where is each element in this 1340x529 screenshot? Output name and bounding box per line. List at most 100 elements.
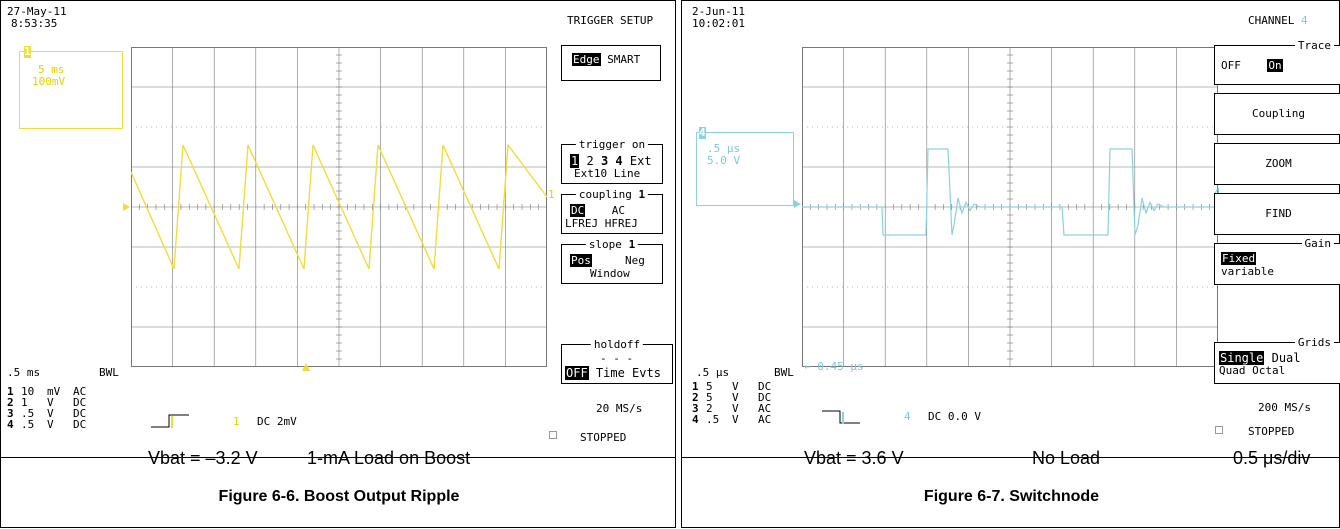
left-trig-src-ext[interactable]: Ext	[629, 154, 652, 168]
right-gain-title: Gain	[1301, 237, 1334, 250]
right-graticule-svg	[802, 47, 1218, 367]
left-note-vbat: Vbat = –3.2 V	[148, 448, 258, 468]
right-time: 10:02:01	[692, 17, 745, 30]
right-channel-4-v: .5	[706, 413, 720, 426]
left-slope-window[interactable]: Window	[590, 267, 630, 280]
right-note-scale: 0.5 μs/div	[1233, 448, 1311, 468]
right-note-vbat: Vbat = 3.6 V	[804, 448, 904, 468]
left-channel-4-n: 4	[7, 418, 14, 431]
right-trace-label: 4	[1214, 187, 1221, 199]
left-smart-option[interactable]: SMART	[607, 53, 641, 66]
left-channel-3-n: 3	[7, 407, 14, 420]
left-status-box-icon	[549, 431, 557, 439]
left-holdoff-dashes: - - -	[600, 352, 634, 365]
right-channel-3-u: V	[732, 402, 739, 415]
left-holdoff-title: holdoff	[590, 338, 644, 351]
right-channel-2-c: DC	[758, 391, 772, 404]
left-date: 27-May-11	[7, 5, 67, 18]
left-trig-src-line2[interactable]: Ext10 Line	[574, 167, 641, 180]
right-grids-dual[interactable]: Dual	[1271, 351, 1301, 365]
right-trace-on[interactable]: On	[1267, 59, 1283, 72]
left-edge-smart-button[interactable]: Edge SMART	[561, 45, 661, 81]
left-zoom-volts: 100mV	[32, 75, 66, 88]
left-channel-4-u: V	[47, 418, 54, 431]
left-trig-channel: 1	[233, 415, 240, 428]
right-date: 2-Jun-11	[692, 5, 745, 18]
right-channel-3-n: 3	[692, 402, 699, 415]
right-coupling-button[interactable]: Coupling	[1214, 93, 1340, 135]
left-edge-option[interactable]: Edge	[572, 53, 601, 66]
left-coupling-ac[interactable]: AC	[611, 204, 625, 217]
right-coupling-label[interactable]: Coupling	[1252, 107, 1305, 120]
left-trig-src-2[interactable]: 2	[586, 154, 594, 168]
left-channel-2-c: DC	[73, 396, 87, 409]
right-find-button[interactable]: FIND	[1214, 193, 1340, 235]
left-timebase: .5 ms	[7, 366, 41, 379]
left-menu-header: TRIGGER SETUP	[567, 14, 654, 27]
right-gain-variable[interactable]: variable	[1221, 265, 1274, 278]
right-trace-off[interactable]: OFF	[1221, 59, 1241, 72]
left-channel-2-n: 2	[7, 396, 14, 409]
right-figure-caption: Figure 6-7. Switchnode	[923, 488, 1100, 505]
left-holdoff-time[interactable]: Time Evts	[595, 366, 661, 380]
right-find-label[interactable]: FIND	[1265, 207, 1292, 220]
left-coupling-dc[interactable]: DC	[570, 204, 586, 217]
right-grids-title: Grids	[1294, 336, 1334, 349]
left-slope-neg[interactable]: Neg	[625, 254, 645, 267]
left-bwl: BWL	[99, 366, 119, 379]
left-holdoff-menu[interactable]: holdoff - - - OFF Time Evts	[561, 338, 673, 384]
right-grids-single[interactable]: Single	[1219, 351, 1265, 365]
left-slope-menu[interactable]: slope 1 Pos Neg Window	[561, 238, 663, 284]
left-trig-src-3[interactable]: 3	[600, 154, 609, 168]
right-arrow-label: ← 0.45 μs	[804, 360, 864, 373]
right-sample-rate: 200 MS/s	[1258, 401, 1311, 414]
right-channel-2-v: 5	[706, 391, 713, 404]
right-zoom-time: .5 μs	[707, 142, 741, 155]
left-trigger-on-menu[interactable]: trigger on 1 2 3 4 Ext Ext10 Line	[561, 138, 663, 184]
left-trig-src-4[interactable]: 4	[615, 154, 623, 168]
left-holdoff-off[interactable]: OFF	[565, 366, 589, 380]
right-channel-1-v: 5	[706, 380, 713, 393]
left-channel-4-c: DC	[73, 418, 87, 431]
left-channel-1-n: 1	[7, 385, 14, 398]
right-channel-1-c: DC	[758, 380, 772, 393]
right-zoom-button[interactable]: ZOOM	[1214, 143, 1340, 185]
right-timebase: .5 μs	[696, 366, 730, 379]
left-zoom-channel: 1	[24, 45, 31, 58]
left-slope-pos[interactable]: Pos	[570, 254, 592, 267]
left-time: 8:53:35	[11, 17, 58, 30]
left-status: STOPPED	[580, 431, 627, 444]
right-trace-title: Trace	[1294, 39, 1334, 52]
right-oscilloscope-screen: 2-Jun-11 10:02:01 CHANNEL 4 4 .5 μs 5.0 …	[682, 1, 1340, 468]
left-note-load: 1-mA Load on Boost	[307, 448, 471, 468]
left-coupling-title: coupling	[578, 188, 632, 201]
right-trig-level: DC 0.0 V	[928, 410, 981, 423]
right-waveform-trace	[802, 148, 1218, 236]
right-zoom-label[interactable]: ZOOM	[1265, 157, 1292, 170]
right-grids-line2[interactable]: Quad Octal	[1219, 364, 1286, 377]
right-trig-channel: 4	[904, 410, 911, 423]
right-trace-menu[interactable]: Trace OFF On	[1214, 39, 1340, 85]
left-channel-1-v: 10	[21, 385, 35, 398]
left-trig-level: DC 2mV	[257, 415, 297, 428]
right-channel-3-c: AC	[758, 402, 772, 415]
right-channel-4-u: V	[732, 413, 739, 426]
right-zoom-channel: 4	[699, 126, 706, 139]
left-oscilloscope-screen: 27-May-11 8:53:35 TRIGGER SETUP 1 5 ms 1…	[1, 1, 675, 468]
left-trigger-position-icon	[302, 363, 310, 371]
right-channel-1-u: V	[732, 380, 739, 393]
right-gain-fixed[interactable]: Fixed	[1221, 252, 1257, 265]
right-figure-panel: 2-Jun-11 10:02:01 CHANNEL 4 4 .5 μs 5.0 …	[681, 0, 1340, 528]
right-channel-4-n: 4	[692, 413, 699, 426]
left-zoom-time: 5 ms	[38, 63, 65, 76]
right-gain-menu[interactable]: Gain Fixed variable	[1214, 237, 1340, 285]
right-grids-menu[interactable]: Grids Single Dual Quad Octal	[1214, 336, 1340, 384]
left-channel-3-u: V	[47, 407, 54, 420]
left-coupling-line2[interactable]: LFREJ HFREJ	[565, 217, 638, 230]
right-channel-2-u: V	[732, 391, 739, 404]
left-waveform-trace	[131, 143, 547, 270]
left-coupling-menu[interactable]: coupling 1 DC AC LFREJ HFREJ	[561, 188, 663, 234]
right-note-load: No Load	[1032, 448, 1101, 468]
left-trigger-edge-icon	[151, 413, 189, 428]
left-trig-src-1[interactable]: 1	[570, 154, 580, 168]
